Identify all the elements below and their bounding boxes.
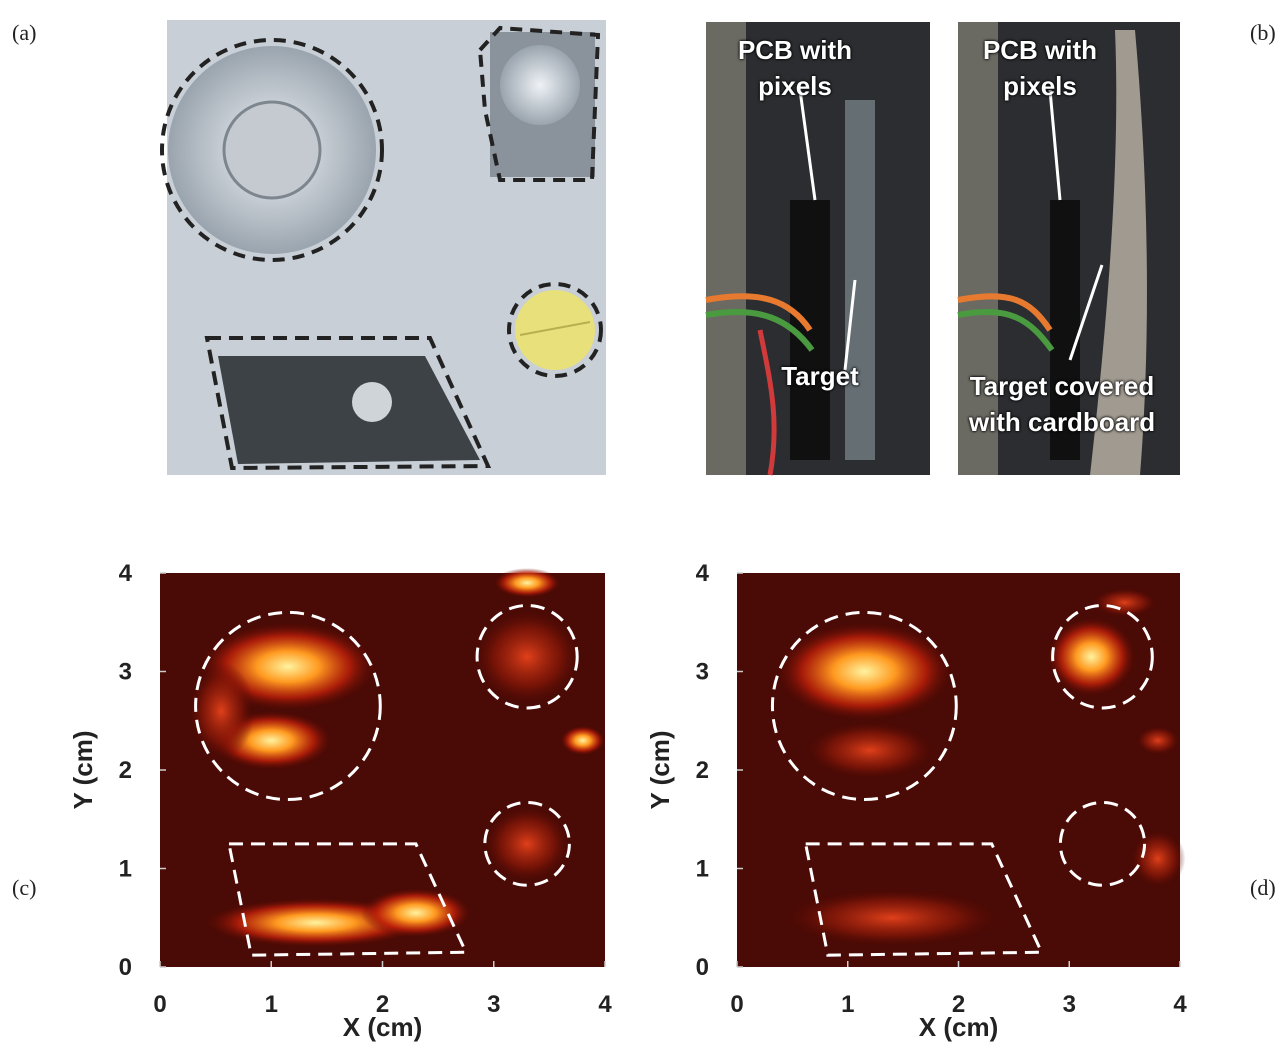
heat-region [1130,829,1185,888]
panel-label: (d) [1250,875,1276,900]
y-axis-label: Y (cm) [68,731,98,810]
y-tick-label: 2 [696,757,709,784]
annotation: PCB with pixels [720,32,870,104]
y-tick-label: 0 [119,954,132,981]
x-tick-label: 3 [487,991,500,1018]
x-tick-label: 0 [730,991,743,1018]
y-tick-label: 2 [119,757,132,784]
panel-label: (c) [12,875,36,900]
figure-canvas: (a) (b) (c) (d) 0 1 2 3 4 0 1 [0,0,1288,1042]
panel-label: (b) [1250,20,1276,45]
heat-region [1091,588,1157,618]
photo-a [162,20,606,475]
figure: (a) (b) (c) (d) 0 1 2 3 4 0 1 [0,0,1288,1042]
y-tick-label: 3 [119,659,132,686]
annotation: Target covered with cardboard [962,368,1162,440]
annotation: PCB with pixels [965,32,1115,104]
x-tick-label: 4 [598,991,612,1018]
heat-region [803,721,936,780]
heat-region [776,622,953,721]
y-tick-label: 4 [119,560,133,587]
x-tick-label: 3 [1063,991,1076,1018]
x-tick-label: 0 [153,991,166,1018]
heat-region [561,726,606,756]
y-tick-label: 0 [696,954,709,981]
x-axis-label: X (cm) [919,1012,998,1042]
x-tick-label: 1 [265,991,278,1018]
heat-region [1136,726,1180,756]
x-axis-label: X (cm) [343,1012,422,1042]
y-tick-label: 4 [696,560,710,587]
y-tick-label: 1 [119,856,132,883]
y-tick-label: 1 [696,856,709,883]
x-tick-label: 1 [841,991,854,1018]
y-axis-label: Y (cm) [645,731,675,810]
panel-label: (a) [12,20,36,45]
heat-region [188,662,255,761]
x-tick-label: 4 [1173,991,1187,1018]
heat-region [360,888,471,937]
heat-region [494,568,561,598]
heat-region [781,888,1003,947]
annotation: Target [760,358,880,394]
y-tick-label: 3 [696,659,709,686]
